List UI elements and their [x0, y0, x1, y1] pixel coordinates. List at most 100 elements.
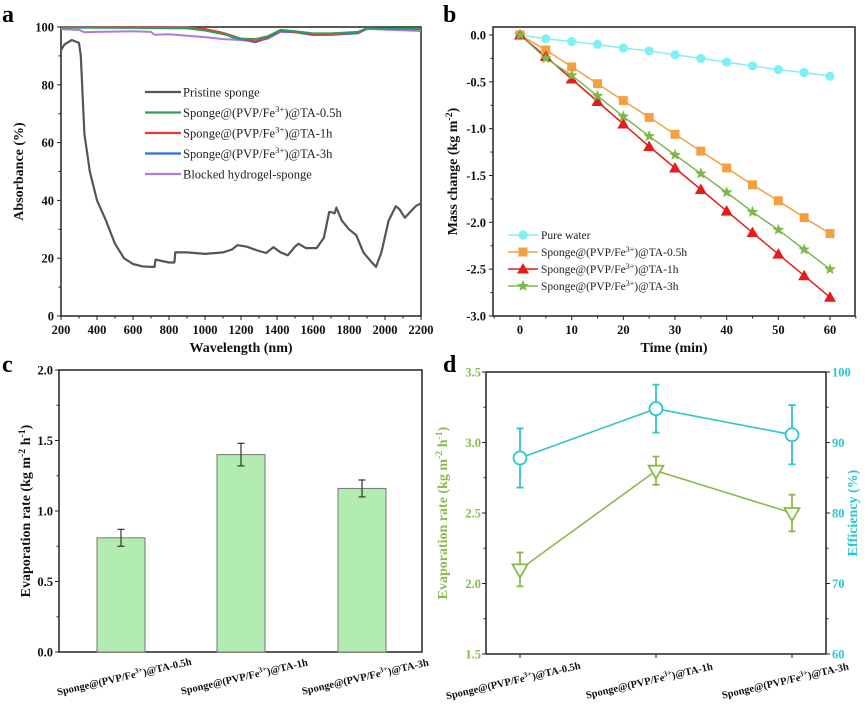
left-y-tick-label: 2.0 [465, 577, 481, 591]
y-tick-label: 80 [42, 78, 55, 92]
x-category-label: Sponge@(PVP/Fe3+)@TA-0.5h [444, 657, 582, 702]
x-tick-label: 200 [52, 323, 71, 337]
data-point [782, 507, 802, 523]
x-tick-label: 2000 [373, 323, 398, 337]
data-point [512, 450, 528, 466]
data-point [648, 401, 664, 417]
data-point [644, 112, 654, 122]
left-y-tick-label: 2.5 [465, 507, 481, 521]
legend-label: Blocked hydrogel-sponge [183, 168, 312, 182]
y-tick-label: 20 [42, 252, 55, 266]
panel-label-d: d [443, 352, 457, 378]
data-point [565, 73, 578, 84]
data-point [565, 69, 578, 81]
right-y-tick-label: 60 [832, 648, 845, 662]
data-point [670, 50, 680, 60]
y-tick-label: 0.0 [470, 29, 486, 43]
data-point [567, 36, 577, 47]
y-tick-label: 0.0 [37, 646, 53, 660]
y-tick-label: 100 [35, 21, 54, 35]
right-y-tick-label: 90 [832, 436, 845, 450]
data-point [591, 95, 604, 107]
y-tick-label: -0.5 [466, 75, 486, 89]
data-point [618, 43, 628, 53]
data-point [617, 110, 630, 122]
data-point [591, 89, 604, 101]
x-tick-label: 400 [88, 323, 107, 337]
data-point [618, 96, 628, 106]
y-tick-label: -2.0 [466, 216, 486, 230]
y-tick-label: -1.5 [466, 169, 486, 183]
legend-marker [517, 263, 529, 274]
data-point [592, 39, 603, 49]
legend-marker [518, 247, 528, 257]
panel-d-chart: 1.5 2.0 2.5 3.0 3.5 60 70 80 90 100 Evaporation ra… [434, 366, 862, 703]
legend-label: Pristine sponge [183, 86, 260, 100]
data-point [539, 52, 552, 64]
data-point [617, 117, 630, 129]
x-category-label: Sponge@(PVP/Fe3+)@TA-1h [584, 658, 714, 701]
panel-c-chart: 0.0 0.5 1.0 1.5 2.0 Evaporation rate (kg m-2 … [17, 364, 431, 699]
legend-label: Pure water [541, 230, 591, 242]
left-y-tick-label: 3.0 [465, 436, 481, 450]
x-tick-label: 1600 [301, 323, 326, 337]
panel-label-b: b [443, 2, 456, 28]
data-point [722, 57, 732, 67]
y-tick-label: 60 [42, 136, 55, 150]
legend-label: Sponge@(PVP/Fe3+)@TA-3h [183, 145, 333, 161]
x-tick-label: 1000 [193, 323, 218, 337]
data-point [669, 162, 681, 173]
x-axis-label: Wavelength (nm) [189, 341, 292, 356]
y-tick-label: 2.0 [37, 364, 53, 378]
x-category-label: Sponge@(PVP/Fe3+)@TA-0.5h [55, 653, 193, 698]
y-tick-label: 40 [42, 194, 55, 208]
data-point [696, 146, 706, 156]
right-y-tick-label: 100 [832, 366, 851, 380]
legend-label: Sponge@(PVP/Fe3+)@TA-0.5h [183, 104, 343, 120]
x-tick-label: 60 [824, 323, 837, 337]
bar [337, 487, 387, 653]
x-tick-label: 30 [669, 323, 682, 337]
data-point [798, 243, 811, 255]
data-point [824, 291, 836, 302]
panel-b-chart: 0 10 20 30 40 50 60 0.0 -0.5 -1.0 -1.5 -2.0 -2.5 -3.0… [444, 26, 857, 356]
series-line-0 [60, 38, 422, 268]
y-tick-label: -3.0 [466, 310, 486, 324]
data-point [772, 223, 785, 235]
x-axis-label: Time (min) [640, 341, 707, 356]
x-tick-label: 800 [160, 323, 179, 337]
data-point [670, 129, 680, 139]
data-point [514, 28, 526, 40]
data-point [696, 53, 706, 64]
right-y-tick-label: 80 [832, 507, 845, 521]
x-category-label: Sponge@(PVP/Fe3+)@TA-1h [179, 654, 309, 697]
data-point [798, 269, 811, 281]
left-y-axis-label: Evaporation rate (kg m-2 h-1) [434, 426, 452, 599]
y-tick-label: 0 [48, 310, 54, 324]
data-point [784, 427, 800, 443]
right-y-tick-label: 70 [832, 577, 845, 591]
data-point [541, 45, 551, 55]
legend-label: Sponge@(PVP/Fe3+)@TA-0.5h [541, 245, 687, 260]
data-point [541, 34, 551, 44]
data-point [646, 464, 666, 481]
left-y-tick-label: 1.5 [465, 648, 481, 662]
y-tick-label: -1.0 [466, 122, 486, 136]
x-tick-label: 2200 [409, 323, 434, 337]
x-tick-label: 10 [565, 323, 578, 337]
x-tick-label: 1800 [337, 323, 362, 337]
y-tick-label: 0.5 [37, 575, 53, 589]
left-y-tick-label: 3.5 [465, 366, 481, 380]
x-tick-label: 20 [617, 323, 630, 337]
data-point [799, 213, 809, 223]
data-point [746, 226, 759, 238]
data-point [720, 186, 733, 198]
panel-a-chart: 200 400 600 800 1000 1200 1400 1600 1800 2000 2200… [12, 21, 434, 357]
data-point [567, 62, 577, 72]
data-point [824, 263, 836, 275]
data-point [825, 229, 835, 239]
y-tick-label: 1.0 [37, 505, 53, 519]
data-point [747, 61, 758, 71]
legend-label: Sponge@(PVP/Fe3+)@TA-1h [183, 125, 333, 141]
right-y-axis-label: Efficiency (%) [846, 469, 861, 556]
